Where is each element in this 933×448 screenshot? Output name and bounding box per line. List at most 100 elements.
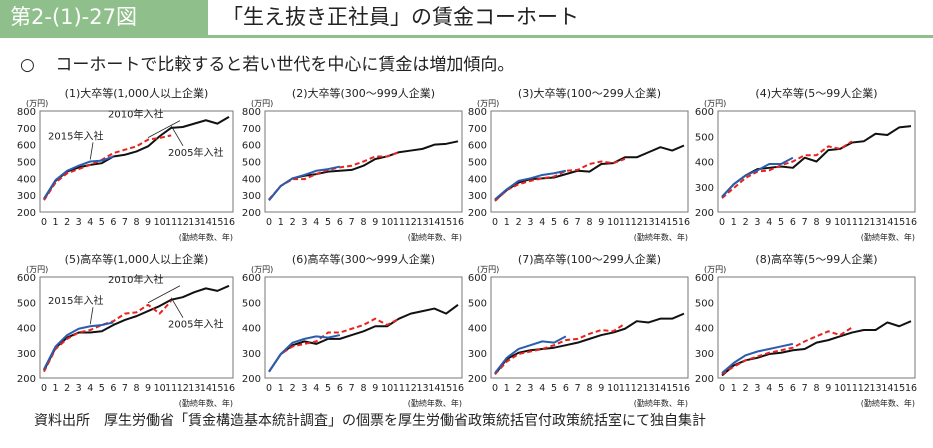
x-tick-label: 16 — [223, 383, 235, 394]
x-tick-label: 5 — [99, 217, 105, 228]
x-tick-label: 16 — [905, 383, 917, 394]
series-line-2010年入社 — [494, 322, 626, 375]
series-line-2010年入社 — [721, 140, 853, 199]
y-tick-label: 300 — [17, 191, 36, 202]
annotation-2010: 2010年入社 — [108, 108, 163, 121]
x-tick-label: 12 — [405, 217, 417, 228]
x-tick-label: 8 — [360, 383, 366, 394]
x-tick-label: 7 — [349, 383, 355, 394]
series-line-2010年入社 — [721, 326, 853, 376]
x-tick-label: 4 — [313, 217, 319, 228]
y-axis-unit: (万円) — [477, 99, 499, 108]
chart-title: (1)大卒等(1,000人以上企業) — [65, 86, 209, 100]
chart-title: (2)大卒等(300～999人企業) — [292, 86, 435, 100]
annotation-arrow-2010 — [147, 120, 181, 138]
x-tick-label: 14 — [654, 217, 666, 228]
x-tick-label: 0 — [719, 217, 725, 228]
y-tick-label: 800 — [468, 107, 487, 118]
series-line-2005年入社 — [721, 320, 912, 377]
x-tick-label: 4 — [766, 217, 772, 228]
x-tick-label: 7 — [575, 217, 581, 228]
y-tick-label: 200 — [242, 208, 261, 219]
y-tick-label: 200 — [242, 374, 261, 385]
x-tick-label: 15 — [666, 217, 678, 228]
x-tick-label: 6 — [563, 217, 569, 228]
x-axis-label: (勤続年数、年) — [861, 232, 915, 242]
x-axis-label: (勤続年数、年) — [634, 398, 688, 408]
x-tick-label: 12 — [177, 217, 189, 228]
x-tick-label: 4 — [313, 383, 319, 394]
x-tick-label: 1 — [278, 217, 284, 228]
y-tick-label: 300 — [242, 349, 261, 360]
x-tick-label: 2 — [743, 217, 749, 228]
y-tick-label: 600 — [17, 273, 36, 284]
x-tick-label: 8 — [133, 383, 139, 394]
x-tick-label: 10 — [834, 383, 846, 394]
plot-frame — [264, 276, 463, 379]
x-tick-label: 12 — [631, 217, 643, 228]
x-axis-label: (勤続年数、年) — [179, 398, 233, 408]
x-tick-label: 13 — [188, 383, 200, 394]
x-tick-label: 3 — [301, 383, 307, 394]
x-tick-label: 9 — [372, 217, 378, 228]
y-axis-unit: (万円) — [251, 265, 273, 274]
x-tick-label: 11 — [165, 383, 177, 394]
x-tick-label: 2 — [64, 217, 70, 228]
y-tick-label: 200 — [695, 208, 714, 219]
x-tick-label: 16 — [452, 217, 464, 228]
y-tick-label: 500 — [695, 298, 714, 309]
y-axis-unit: (万円) — [26, 265, 48, 274]
x-axis-label: (勤続年数、年) — [634, 232, 688, 242]
x-tick-label: 11 — [393, 217, 405, 228]
x-tick-label: 5 — [551, 217, 557, 228]
x-tick-label: 8 — [360, 217, 366, 228]
plot-frame — [264, 110, 463, 213]
x-tick-label: 12 — [631, 383, 643, 394]
series-line-2010年入社 — [268, 151, 400, 201]
x-tick-label: 13 — [643, 383, 655, 394]
x-tick-label: 14 — [654, 383, 666, 394]
y-tick-label: 400 — [695, 324, 714, 335]
y-tick-label: 200 — [17, 208, 36, 219]
y-tick-label: 500 — [17, 158, 36, 169]
bullet-circle-icon: ○ — [20, 55, 35, 75]
x-tick-label: 2 — [290, 217, 296, 228]
x-tick-label: 9 — [372, 383, 378, 394]
annotation-arrow-2005 — [170, 125, 184, 147]
x-tick-label: 5 — [778, 217, 784, 228]
x-tick-label: 10 — [154, 217, 166, 228]
y-tick-label: 400 — [468, 174, 487, 185]
series-line-2010年入社 — [43, 134, 172, 201]
x-tick-label: 7 — [122, 217, 128, 228]
plot-frame — [39, 110, 234, 213]
y-tick-label: 600 — [242, 141, 261, 152]
y-tick-label: 400 — [242, 324, 261, 335]
y-tick-label: 800 — [242, 107, 261, 118]
x-tick-label: 16 — [223, 217, 235, 228]
y-tick-label: 700 — [468, 124, 487, 135]
x-tick-label: 10 — [607, 217, 619, 228]
x-tick-label: 14 — [881, 383, 893, 394]
annotation-arrow-2015 — [89, 307, 94, 325]
x-tick-label: 13 — [188, 217, 200, 228]
x-tick-label: 7 — [349, 217, 355, 228]
y-tick-label: 200 — [17, 374, 36, 385]
x-tick-label: 1 — [504, 217, 510, 228]
x-tick-label: 15 — [211, 383, 223, 394]
x-tick-label: 1 — [278, 383, 284, 394]
x-tick-label: 6 — [790, 217, 796, 228]
y-tick-label: 500 — [695, 132, 714, 143]
x-tick-label: 16 — [905, 217, 917, 228]
series-line-2010年入社 — [494, 158, 626, 202]
x-tick-label: 10 — [607, 383, 619, 394]
x-tick-label: 5 — [778, 383, 784, 394]
x-tick-label: 0 — [266, 383, 272, 394]
y-tick-label: 600 — [468, 273, 487, 284]
y-axis-unit: (万円) — [251, 99, 273, 108]
x-axis-label: (勤続年数、年) — [179, 232, 233, 242]
x-tick-label: 12 — [858, 217, 870, 228]
